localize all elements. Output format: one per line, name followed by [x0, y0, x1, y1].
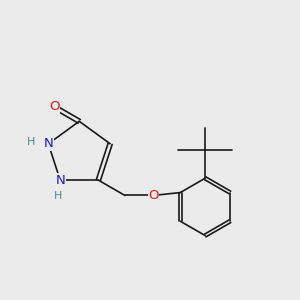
- Text: H: H: [27, 137, 35, 147]
- Text: N: N: [44, 137, 53, 150]
- Text: O: O: [49, 100, 60, 113]
- Text: N: N: [55, 174, 65, 187]
- Text: O: O: [148, 189, 159, 202]
- Text: H: H: [54, 191, 62, 201]
